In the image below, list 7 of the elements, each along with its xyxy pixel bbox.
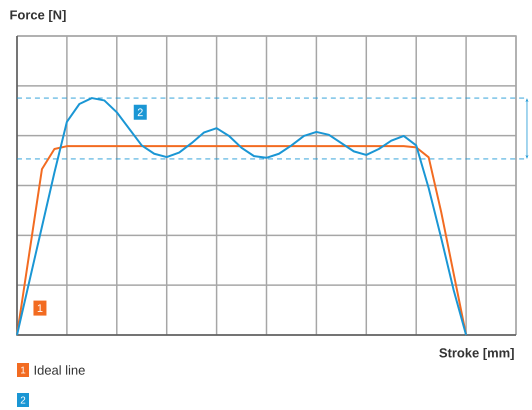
x-axis-title: Stroke [mm] <box>439 348 514 360</box>
annotation: 1 <box>38 304 42 312</box>
text: 2 <box>20 396 26 404</box>
text: 1 <box>20 366 26 374</box>
text: Force [N] <box>10 10 66 22</box>
annotation: 2 <box>138 108 143 116</box>
legend-label: Ideal line <box>34 365 85 375</box>
